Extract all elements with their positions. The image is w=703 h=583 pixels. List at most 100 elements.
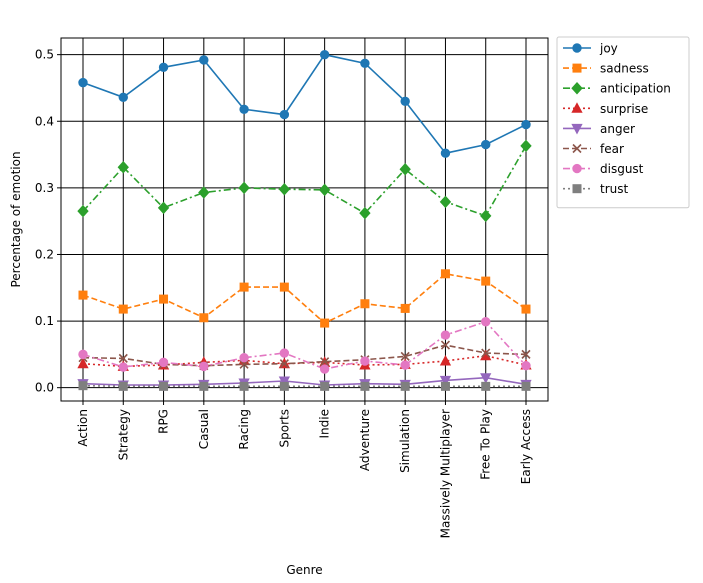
legend-item-anger: anger — [563, 122, 635, 136]
data-point-joy — [239, 104, 249, 114]
data-point-fear — [481, 348, 491, 358]
data-point-sadness — [360, 299, 370, 309]
data-point-joy — [158, 62, 169, 73]
x-tick-label: Massively Multiplayer — [438, 409, 452, 538]
data-point-trust — [360, 381, 370, 391]
legend-item-fear: fear — [563, 142, 624, 156]
data-point-trust — [239, 381, 249, 391]
legend-marker — [572, 184, 582, 194]
data-point-disgust — [481, 317, 491, 327]
data-point-trust — [440, 381, 450, 391]
data-point-trust — [400, 381, 410, 391]
series-line-disgust — [82, 320, 527, 370]
data-point-joy — [521, 119, 531, 130]
x-tick-label: Action — [76, 409, 90, 447]
data-point-fear — [320, 357, 330, 367]
data-point-disgust — [199, 361, 209, 372]
data-point-anticipation — [439, 195, 452, 209]
legend-label: anger — [600, 122, 635, 136]
axes: 0.0 0.1 0.2 0.3 0.4 0.5 Action Strategy RPG Casua… — [35, 48, 533, 539]
data-point-trust — [481, 381, 491, 391]
data-point-trust — [199, 381, 209, 391]
data-point-fear — [118, 353, 128, 363]
legend-marker — [571, 81, 583, 95]
data-point-joy — [199, 55, 209, 65]
data-point-joy — [78, 77, 88, 88]
legend-label: trust — [600, 182, 628, 196]
legend-marker — [572, 63, 582, 73]
data-point-sadness — [481, 276, 491, 286]
legend-item-surprise: surprise — [563, 102, 648, 116]
data-point-anticipation — [238, 181, 250, 195]
data-point-anticipation — [359, 206, 371, 220]
legend-label: surprise — [600, 102, 648, 116]
series-line-trust — [82, 384, 526, 388]
legend-marker — [572, 163, 582, 174]
data-point-disgust — [360, 356, 370, 366]
data-point-sadness — [440, 269, 450, 279]
data-point-sadness — [279, 282, 289, 292]
data-point-joy — [440, 148, 451, 158]
legend-label: fear — [600, 142, 624, 156]
series-line-anger — [82, 376, 527, 386]
legend-marker — [571, 123, 583, 135]
series-anticipation — [77, 139, 532, 223]
y-tick-label: 0.0 — [35, 381, 54, 395]
data-point-disgust — [118, 362, 128, 372]
data-point-disgust — [279, 348, 290, 358]
legend-marker — [572, 143, 582, 154]
data-point-trust — [159, 381, 169, 391]
data-point-sadness — [400, 303, 410, 313]
data-point-surprise — [439, 354, 452, 366]
legend-item-sadness: sadness — [563, 62, 649, 76]
legend-item-joy: joy — [563, 42, 618, 56]
data-point-anticipation — [480, 209, 492, 223]
data-point-anger — [480, 373, 492, 384]
y-axis-label: Percentage of emotion — [9, 151, 23, 287]
data-point-trust — [78, 381, 88, 391]
series-sadness — [78, 269, 531, 328]
data-point-sadness — [320, 318, 330, 328]
legend-label: anticipation — [600, 82, 671, 96]
data-point-anticipation — [117, 160, 129, 174]
data-point-fear — [440, 340, 451, 350]
series-line-anticipation — [82, 145, 527, 217]
x-tick-label: Free To Play — [479, 409, 493, 480]
plot-area-frame — [60, 37, 549, 402]
data-point-disgust — [239, 353, 249, 363]
y-tick-label: 0.1 — [35, 314, 54, 328]
data-point-disgust — [521, 360, 531, 371]
data-point-disgust — [319, 364, 330, 374]
data-point-disgust — [440, 330, 451, 340]
data-point-joy — [319, 49, 330, 60]
x-tick-label: Adventure — [358, 409, 372, 471]
data-point-joy — [400, 96, 410, 106]
x-tick-label: RPG — [157, 409, 171, 434]
data-point-anticipation — [399, 162, 411, 176]
data-point-sadness — [78, 290, 88, 300]
data-point-fear — [521, 349, 531, 359]
data-point-anticipation — [318, 183, 331, 197]
series-fear — [78, 340, 531, 371]
data-point-sadness — [239, 282, 249, 292]
data-point-anticipation — [278, 182, 291, 196]
data-point-surprise — [77, 357, 89, 369]
data-point-joy — [481, 139, 491, 150]
legend: joy sadness anticipation surprise anger fear d… — [556, 36, 690, 209]
data-point-trust — [320, 381, 330, 391]
y-tick-label: 0.4 — [35, 114, 54, 128]
data-point-anticipation — [77, 204, 89, 218]
legend-box — [556, 36, 690, 209]
data-point-anger — [278, 376, 290, 388]
data-point-joy — [118, 92, 128, 102]
data-point-trust — [118, 381, 128, 391]
legend-item-disgust: disgust — [563, 162, 644, 176]
legend-marker — [572, 43, 582, 53]
data-point-trust — [521, 381, 531, 391]
data-point-anticipation — [520, 139, 532, 153]
data-point-anticipation — [157, 201, 170, 215]
x-tick-label: Sports — [277, 409, 291, 447]
y-tick-label: 0.3 — [35, 181, 54, 195]
data-point-joy — [360, 58, 370, 69]
series-disgust — [78, 317, 531, 374]
